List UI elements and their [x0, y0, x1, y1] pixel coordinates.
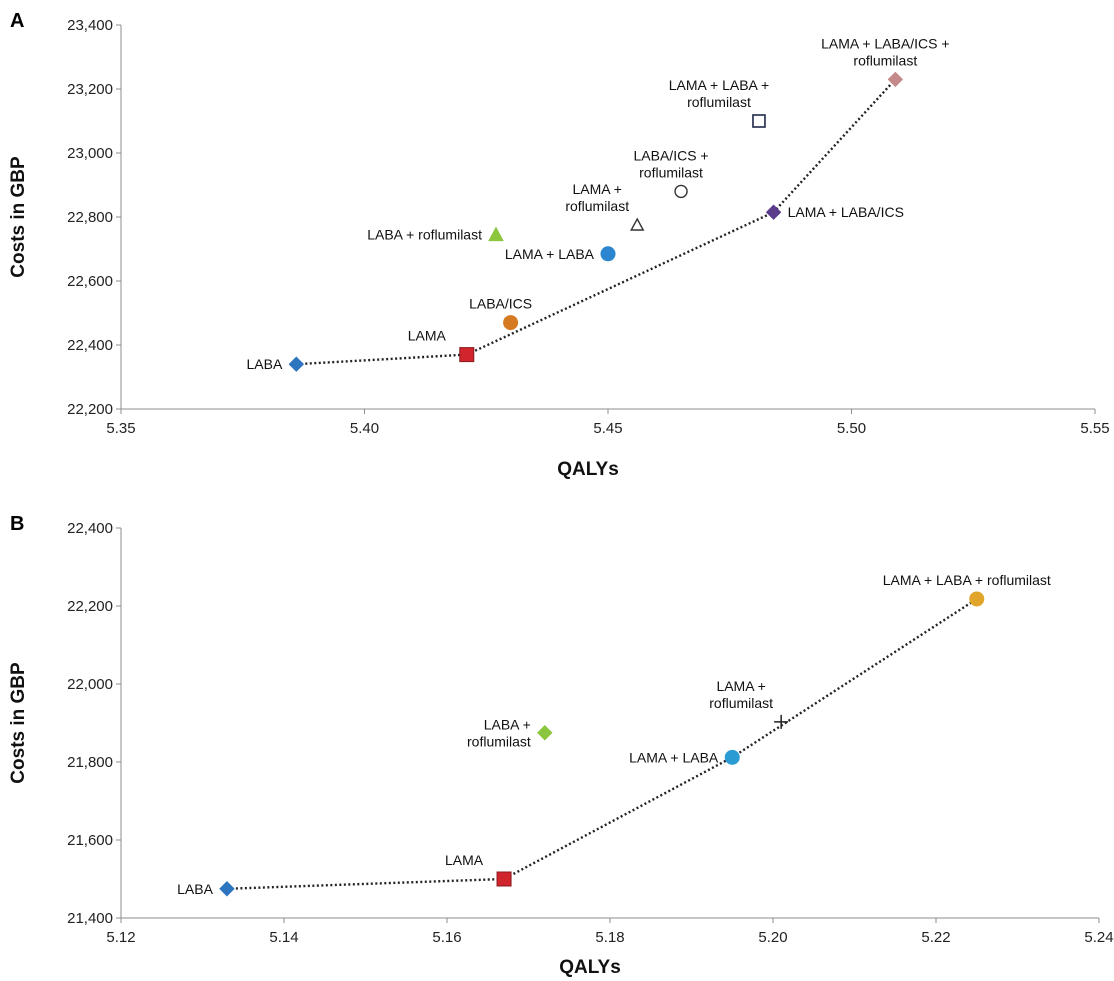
panel-b-y-tick-label: 22,000	[67, 676, 113, 693]
panel-b-point-lama-laba-roflumilast: LAMA + LABA + roflumilast	[883, 572, 1051, 607]
panel-a-point-lama-laba: LAMA + LABA	[505, 246, 616, 262]
panel-b-point-lama-laba-roflumilast-label: LAMA + LABA + roflumilast	[883, 572, 1051, 588]
panel-b-x-tick-label: 5.18	[595, 929, 624, 946]
panel-a-point-lama-laba-roflumilast-label: roflumilast	[687, 94, 751, 110]
panel-a-y-tick-label: 23,000	[67, 145, 113, 162]
panel-a-point-lama-roflumilast: LAMA +roflumilast	[565, 181, 645, 231]
panel-b-y-tick-label: 22,200	[67, 598, 113, 615]
panel-b-x-tick-label: 5.16	[432, 929, 461, 946]
panel-a-point-lama-laba-ics-roflumilast-marker	[887, 71, 904, 88]
panel-a-y-tick-label: 23,200	[67, 81, 113, 98]
panel-b-x-axis-title: QALYs	[559, 957, 621, 978]
panel-b-x-tick-label: 5.12	[106, 929, 135, 946]
panel-a-point-lama-roflumilast-label: LAMA +	[573, 181, 622, 197]
panel-a-point-laba-ics-roflumilast: LABA/ICS +roflumilast	[634, 147, 709, 199]
panel-b-point-lama-roflumilast: LAMA +roflumilast	[709, 678, 789, 729]
panel-b-point-laba-roflumilast-label: roflumilast	[467, 733, 531, 749]
panel-b-point-lama: LAMA	[445, 852, 512, 887]
panel-a-point-laba-marker	[288, 356, 305, 372]
panel-b-y-tick-label: 21,400	[67, 910, 113, 927]
panel-b-point-lama-marker	[496, 871, 512, 887]
panel-b-y-axis-title: Costs in GBP	[8, 662, 29, 784]
panel-b-x-tick-label: 5.14	[269, 929, 298, 946]
panel-b-point-lama-laba-roflumilast-marker	[969, 591, 985, 607]
panel-a-point-lama-laba-ics: LAMA + LABA/ICS	[765, 204, 904, 220]
panel-a-point-laba-ics-label: LABA/ICS	[469, 296, 532, 312]
panel-a-point-lama-laba-roflumilast: LAMA + LABA +roflumilast	[669, 77, 769, 128]
panel-a-y-tick-label: 22,200	[67, 401, 113, 418]
panel-b-point-lama-laba: LAMA + LABA	[629, 749, 740, 765]
panel-b-point-laba: LABA	[177, 881, 235, 897]
panel-a-point-laba-ics-roflumilast-marker	[674, 184, 688, 199]
panel-b-y-tick-label: 22,400	[67, 520, 113, 537]
panel-a-point-lama-laba-ics-roflumilast-label: roflumilast	[853, 52, 917, 68]
panel-b-point-laba-marker	[219, 881, 235, 897]
chart-panel-b: B 21,400 21,600 21,800 22,000 22,200 22,400 5.1…	[8, 513, 1114, 978]
panel-a-x-tick-label: 5.35	[106, 420, 135, 437]
panel-a-y-tick-label: 22,400	[67, 337, 113, 354]
panel-b-point-lama-roflumilast-label: roflumilast	[709, 695, 773, 711]
panel-b-point-lama-label: LAMA	[445, 852, 484, 868]
panel-b-x-tick-label: 5.22	[921, 929, 950, 946]
panel-a-y-tick-label: 23,400	[67, 17, 113, 34]
panel-a-x-tick-label: 5.45	[593, 420, 622, 437]
panel-b-point-laba-roflumilast-marker	[537, 725, 553, 741]
panel-a-point-laba-label: LABA	[247, 356, 283, 372]
panel-a-y-axis-title: Costs in GBP	[8, 156, 29, 278]
panel-a-point-lama-laba-ics-marker	[765, 204, 782, 220]
panel-a-point-lama-laba-marker	[600, 246, 616, 262]
panel-b-point-lama-laba-marker	[724, 749, 740, 765]
panel-a-point-laba-ics-roflumilast-label: LABA/ICS +	[634, 147, 709, 163]
panel-a-x-tick-label: 5.55	[1080, 420, 1109, 437]
panel-a-point-laba-ics-marker	[503, 315, 519, 331]
panel-a-point-laba-ics: LABA/ICS	[469, 296, 532, 331]
panel-b-letter: B	[10, 513, 24, 535]
panel-b-point-lama-laba-label: LAMA + LABA	[629, 749, 719, 765]
panel-a-point-lama-roflumilast-marker	[630, 217, 645, 231]
panel-b-point-lama-roflumilast-marker	[774, 714, 789, 729]
panel-a-point-lama-laba-roflumilast-label: LAMA + LABA +	[669, 77, 769, 93]
panel-a-point-lama-marker	[459, 347, 475, 363]
panel-b-y-tick-label: 21,600	[67, 832, 113, 849]
panel-a-point-lama-laba-ics-roflumilast-label: LAMA + LABA/ICS +	[821, 35, 949, 51]
panel-a-x-axis-title: QALYs	[557, 459, 619, 480]
panel-a-y-tick-label: 22,600	[67, 273, 113, 290]
panel-a-point-laba-roflumilast-marker	[488, 226, 504, 242]
panel-a-point-lama-roflumilast-label: roflumilast	[565, 198, 629, 214]
panel-a-efficiency-frontier	[296, 78, 897, 366]
panel-a-point-laba: LABA	[247, 356, 305, 372]
panel-b-efficiency-frontier	[226, 597, 978, 890]
panel-a-point-lama-laba-label: LAMA + LABA	[505, 246, 595, 262]
panel-b-y-tick-label: 21,800	[67, 754, 113, 771]
panel-b-x-tick-label: 5.24	[1084, 929, 1113, 946]
panel-a-point-laba-roflumilast: LABA + roflumilast	[367, 226, 504, 243]
panel-b-x-tick-label: 5.20	[758, 929, 787, 946]
panel-b-point-laba-roflumilast: LABA +roflumilast	[467, 716, 553, 749]
panel-a-letter: A	[10, 10, 24, 32]
panel-b-point-lama-roflumilast-label: LAMA +	[716, 678, 765, 694]
panel-a-point-laba-roflumilast-label: LABA + roflumilast	[367, 227, 482, 243]
panel-b-point-laba-label: LABA	[177, 881, 213, 897]
panel-b-point-laba-roflumilast-label: LABA +	[484, 716, 531, 732]
panel-a-x-tick-label: 5.40	[350, 420, 379, 437]
panel-a-point-lama-laba-roflumilast-marker	[752, 114, 766, 128]
panel-a-point-lama: LAMA	[408, 328, 475, 363]
panel-a-point-lama-laba-ics-label: LAMA + LABA/ICS	[788, 204, 904, 220]
panel-a-point-lama-label: LAMA	[408, 328, 447, 344]
chart-panel-a: A 22,200 22,400 22,600 22,800 23,000 23,200 23,…	[8, 10, 1110, 480]
panel-a-point-lama-laba-ics-roflumilast: LAMA + LABA/ICS +roflumilast	[821, 35, 950, 88]
panel-a-point-laba-ics-roflumilast-label: roflumilast	[639, 164, 703, 180]
panel-a-x-tick-label: 5.50	[837, 420, 866, 437]
panel-a-y-tick-label: 22,800	[67, 209, 113, 226]
